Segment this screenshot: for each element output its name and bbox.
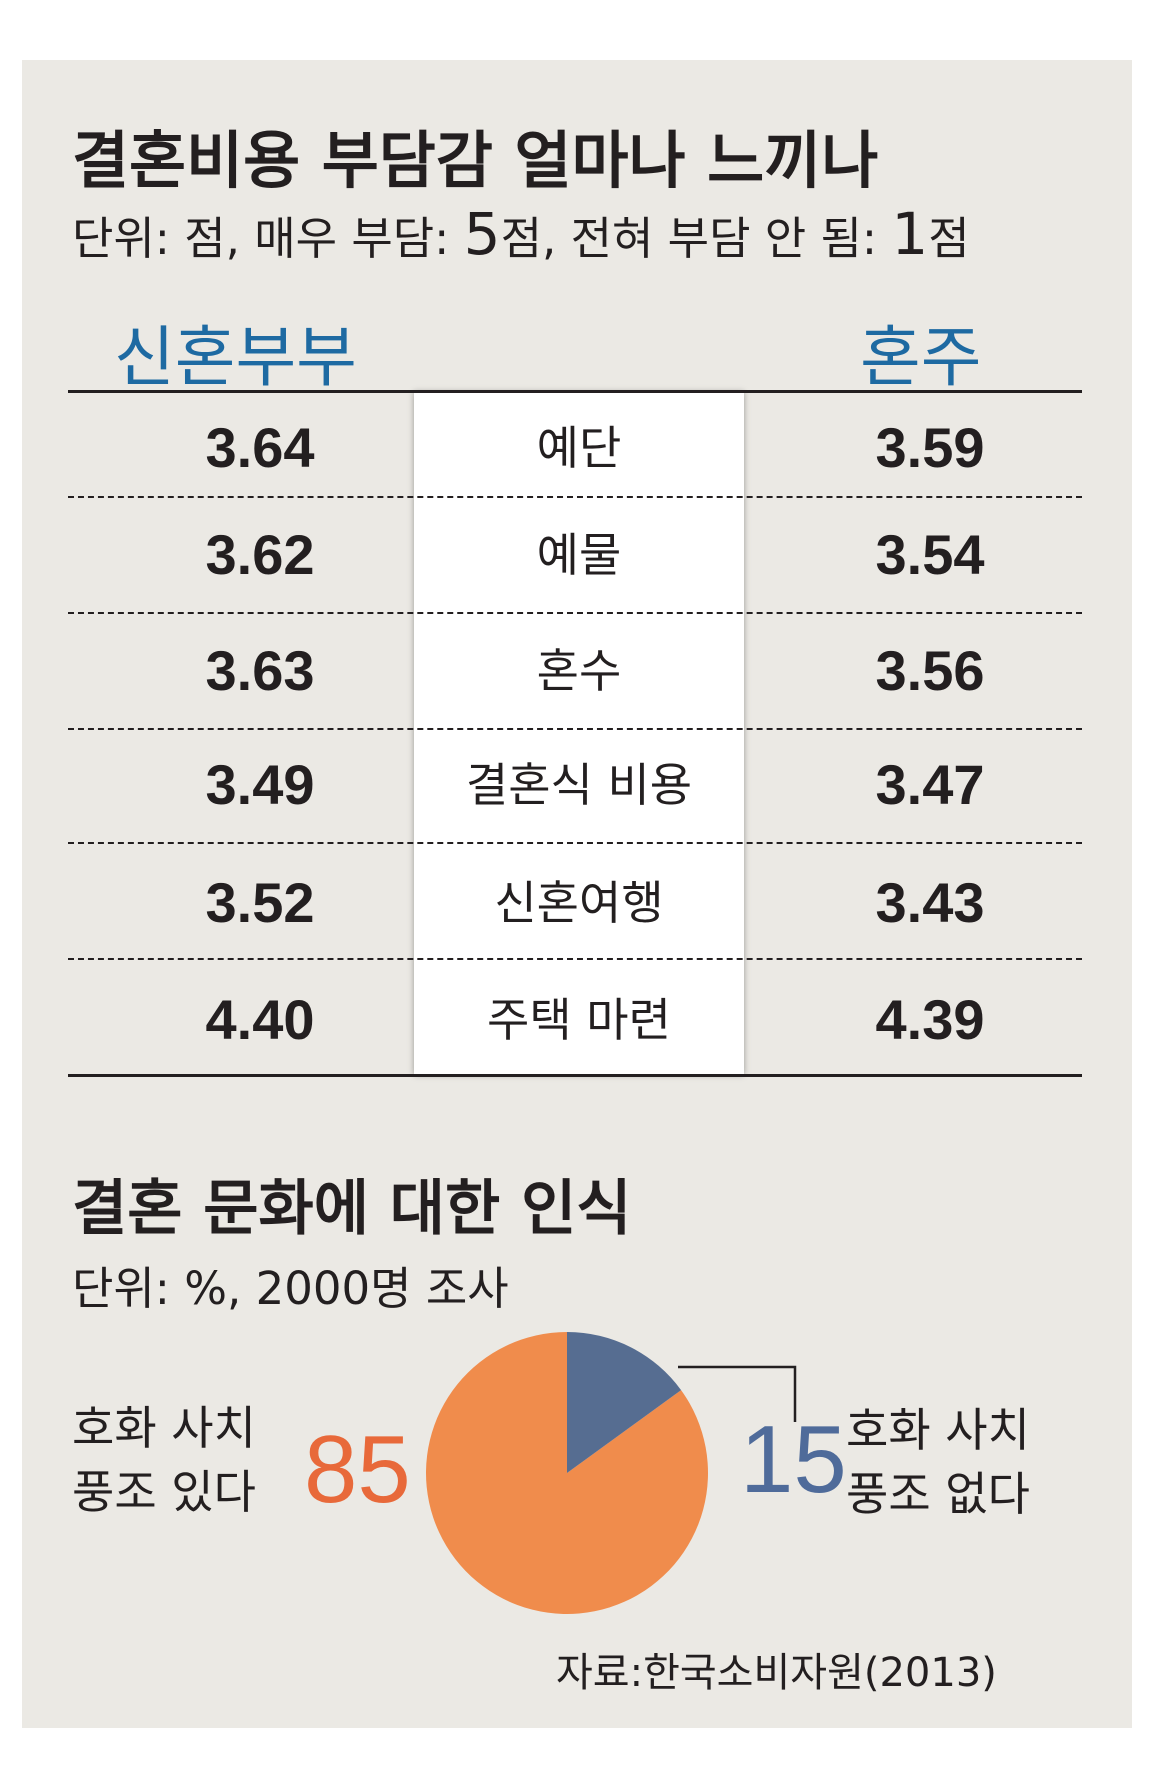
pie-slice-none xyxy=(567,1332,682,1473)
table-row: 3.49 결혼식 비용 3.47 xyxy=(0,727,1176,843)
parents-value: 3.43 xyxy=(875,871,985,934)
newlyweds-value: 3.52 xyxy=(205,871,315,934)
category-label: 예물 xyxy=(536,528,622,582)
category-label: 예단 xyxy=(536,421,622,475)
parents-value: 3.59 xyxy=(875,416,985,479)
table-row: 4.40 주택 마련 4.39 xyxy=(0,962,1176,1078)
parents-value: 4.39 xyxy=(875,988,985,1051)
category-label: 주택 마련 xyxy=(487,993,671,1047)
section2-unit: 단위: %, 2000명 조사 xyxy=(72,1262,509,1315)
pie-label-right: 호화 사치 풍조 없다 xyxy=(846,1403,1030,1521)
row-divider xyxy=(68,496,1082,498)
newlyweds-value: 4.40 xyxy=(205,988,315,1051)
section2-title: 결혼 문화에 대한 인식 xyxy=(72,1174,632,1244)
category-label: 결혼식 비용 xyxy=(465,758,693,812)
table-row: 3.62 예물 3.54 xyxy=(0,497,1176,613)
table-row: 3.64 예단 3.59 xyxy=(0,390,1176,506)
source-note: 자료:한국소비자원(2013) xyxy=(556,1650,997,1696)
pie-value-none: 15 xyxy=(740,1406,847,1513)
section1-title: 결혼비용 부담감 얼마나 느끼나 xyxy=(72,124,879,197)
table-bottom-rule xyxy=(68,1074,1082,1077)
row-divider xyxy=(68,612,1082,614)
row-divider xyxy=(68,958,1082,960)
newlyweds-value: 3.49 xyxy=(205,753,315,816)
table-row: 3.52 신혼여행 3.43 xyxy=(0,845,1176,961)
column-header-newlyweds: 신혼부부 xyxy=(114,319,357,396)
newlyweds-value: 3.62 xyxy=(205,523,315,586)
newlyweds-value: 3.63 xyxy=(205,639,315,702)
row-divider xyxy=(68,728,1082,730)
category-label: 신혼여행 xyxy=(494,876,664,930)
table-row: 3.63 혼수 3.56 xyxy=(0,613,1176,729)
leader-line xyxy=(678,1365,797,1422)
section1-unit: 단위: 점, 매우 부담: 5점, 전혀 부담 안 됨: 1점 xyxy=(72,200,970,268)
newlyweds-value: 3.64 xyxy=(205,416,315,479)
parents-value: 3.56 xyxy=(875,639,985,702)
column-header-parents: 혼주 xyxy=(860,319,982,396)
pie-value-exists: 85 xyxy=(304,1416,411,1523)
parents-value: 3.54 xyxy=(875,523,985,586)
parents-value: 3.47 xyxy=(875,753,985,816)
row-divider xyxy=(68,842,1082,844)
pie-label-left: 호화 사치 풍조 있다 xyxy=(72,1401,256,1519)
table-top-rule xyxy=(68,390,1082,393)
category-column-box xyxy=(414,392,744,1075)
category-label: 혼수 xyxy=(536,644,622,698)
